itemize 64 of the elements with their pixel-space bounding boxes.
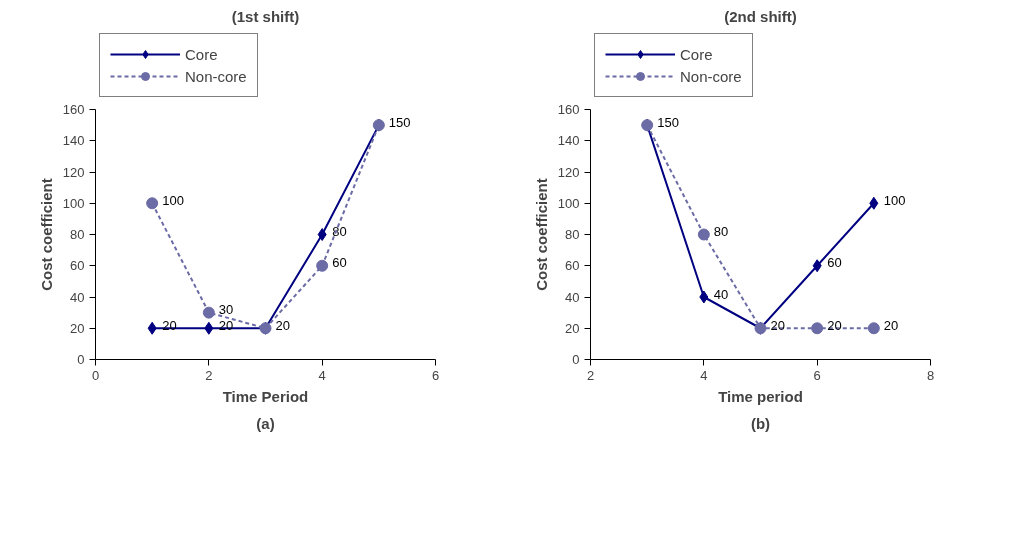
legend-label: Non-core bbox=[185, 67, 247, 85]
point bbox=[204, 321, 214, 335]
y-tick-label: 40 bbox=[70, 289, 85, 305]
y-axis-title: Cost coefficient bbox=[532, 178, 550, 291]
point bbox=[317, 228, 327, 241]
data-label: 20 bbox=[770, 317, 785, 333]
y-tick-label: 160 bbox=[62, 102, 85, 117]
x-tick-label: 0 bbox=[91, 367, 100, 383]
data-label: 100 bbox=[883, 192, 906, 208]
y-tick-label: 0 bbox=[77, 352, 85, 367]
data-label: 150 bbox=[657, 114, 679, 130]
point bbox=[867, 322, 880, 335]
y-tick-label: 60 bbox=[565, 258, 580, 274]
x-tick-label: 6 bbox=[431, 367, 440, 383]
data-label: 20 bbox=[827, 317, 842, 333]
legend-label: Core bbox=[185, 45, 218, 63]
point bbox=[812, 259, 822, 273]
data-label: 30 bbox=[218, 302, 234, 318]
point bbox=[202, 306, 215, 319]
y-tick-label: 140 bbox=[557, 133, 580, 149]
point bbox=[699, 290, 709, 304]
chart-title: (2nd shift) bbox=[724, 7, 797, 25]
data-label: 60 bbox=[827, 255, 842, 271]
text: (a) bbox=[256, 414, 275, 432]
x-tick-label: 6 bbox=[813, 367, 821, 383]
data-label: 40 bbox=[713, 286, 729, 302]
x-tick-label: 2 bbox=[586, 367, 595, 383]
x-tick-label: 2 bbox=[205, 367, 213, 383]
data-label: 150 bbox=[388, 114, 411, 130]
x-tick-label: 4 bbox=[318, 367, 326, 383]
y-tick-label: 120 bbox=[557, 164, 580, 180]
point bbox=[697, 228, 710, 241]
text: (b) bbox=[750, 414, 771, 432]
point bbox=[811, 322, 824, 335]
x-tick-label: 4 bbox=[700, 367, 708, 383]
point bbox=[869, 196, 879, 210]
legend-label: Non-core bbox=[680, 67, 742, 85]
y-tick-label: 60 bbox=[70, 258, 85, 274]
data-label: 20 bbox=[275, 317, 290, 333]
x-axis-title: Time Period bbox=[222, 387, 309, 405]
y-tick-label: 40 bbox=[565, 289, 580, 305]
x-axis-title: Time period bbox=[718, 387, 803, 405]
y-tick-label: 100 bbox=[62, 195, 85, 211]
point bbox=[147, 321, 157, 335]
y-tick-label: 20 bbox=[70, 320, 85, 336]
y-tick-label: 140 bbox=[62, 133, 85, 149]
y-tick-label: 0 bbox=[572, 352, 580, 367]
y-tick-label: 80 bbox=[70, 227, 85, 242]
chart-title: (1st shift) bbox=[231, 7, 300, 25]
data-label: 60 bbox=[332, 255, 347, 271]
data-label: 100 bbox=[162, 192, 184, 208]
x-tick-label: 8 bbox=[926, 367, 935, 383]
data-label: 80 bbox=[713, 224, 729, 239]
y-tick-label: 20 bbox=[565, 320, 580, 336]
y-tick-label: 100 bbox=[557, 195, 580, 211]
point bbox=[146, 197, 159, 210]
y-tick-label: 160 bbox=[557, 102, 580, 117]
legend-label: Core bbox=[680, 45, 713, 63]
y-tick-label: 120 bbox=[62, 164, 85, 180]
y-axis-title: Cost coefficient bbox=[37, 178, 55, 291]
data-label: 80 bbox=[332, 224, 347, 239]
point bbox=[316, 259, 329, 272]
data-label: 20 bbox=[883, 317, 899, 333]
y-tick-label: 80 bbox=[565, 227, 580, 242]
